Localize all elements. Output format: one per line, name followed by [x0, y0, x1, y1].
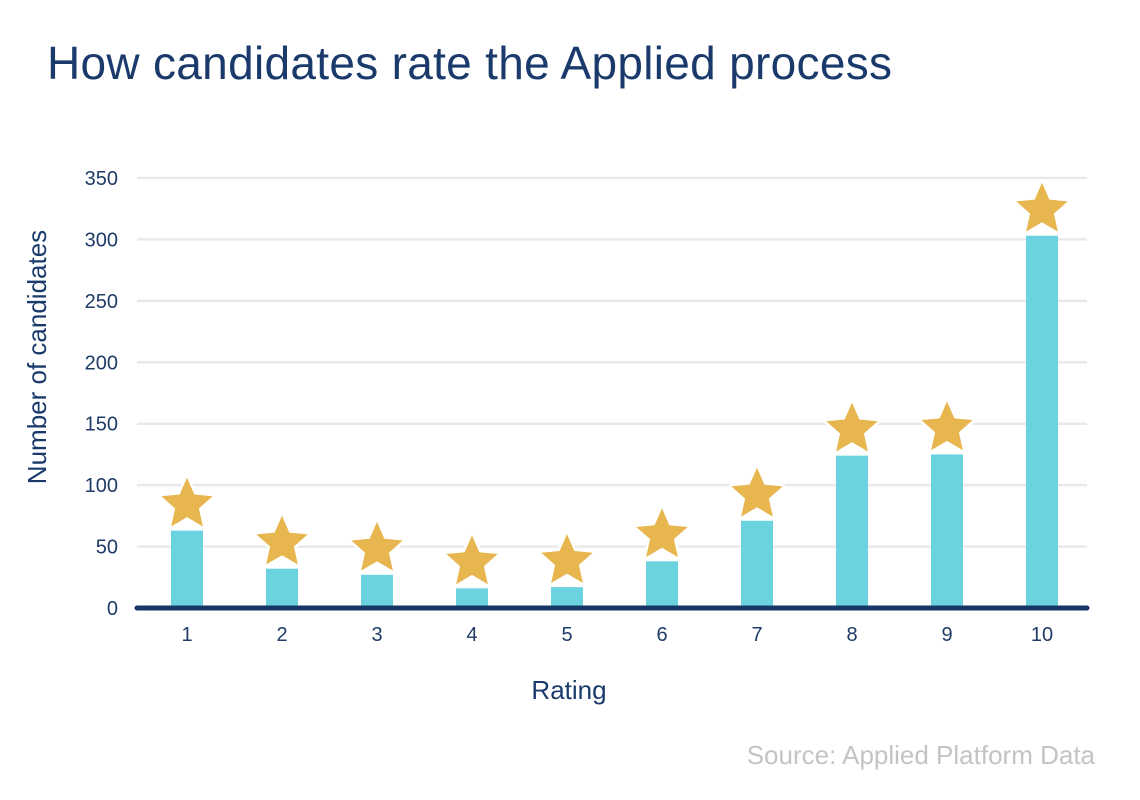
- star-icon: [633, 505, 691, 560]
- y-tick-label: 350: [85, 168, 118, 190]
- y-tick-labels: 0 50 100 150 200 250 300 350: [85, 168, 118, 620]
- x-tick-label: 8: [846, 624, 857, 646]
- bar: [266, 568, 298, 608]
- x-tick-label: 6: [656, 624, 667, 646]
- x-tick-label: 2: [276, 624, 287, 646]
- star-icon: [538, 531, 596, 586]
- x-tick-label: 4: [466, 624, 477, 646]
- bars: [158, 180, 1071, 608]
- bar: [646, 561, 678, 608]
- x-tick-label: 9: [941, 624, 952, 646]
- y-tick-label: 300: [85, 229, 118, 251]
- y-tick-label: 250: [85, 291, 118, 313]
- star-icon: [158, 475, 216, 529]
- y-axis-label: Number of candidates: [22, 230, 52, 484]
- star-icon: [823, 400, 881, 454]
- bar: [551, 587, 583, 608]
- bar: [456, 588, 488, 608]
- star-icon: [253, 513, 311, 568]
- bar: [931, 454, 963, 608]
- x-axis-label: Rating: [531, 675, 606, 705]
- y-tick-label: 200: [85, 352, 118, 374]
- y-tick-label: 150: [85, 414, 118, 436]
- bar: [361, 574, 393, 608]
- y-tick-label: 0: [107, 598, 118, 620]
- star-icon: [918, 398, 976, 453]
- y-tick-label: 100: [85, 475, 118, 497]
- x-tick-label: 7: [751, 624, 762, 646]
- x-tick-label: 3: [371, 624, 382, 646]
- star-icon: [443, 532, 501, 587]
- star-icon: [348, 519, 406, 574]
- x-tick-label: 1: [181, 624, 192, 646]
- star-icon: [728, 465, 786, 520]
- bar: [1026, 235, 1058, 608]
- chart-title: How candidates rate the Applied process: [47, 37, 893, 89]
- bar: [741, 520, 773, 608]
- bar: [171, 530, 203, 608]
- x-tick-label: 5: [561, 624, 572, 646]
- x-tick-label: 10: [1031, 624, 1053, 646]
- x-tick-labels: 1 2 3 4 5 6 7 8 9 10: [181, 624, 1053, 646]
- bar: [836, 455, 868, 608]
- y-tick-label: 50: [96, 537, 118, 559]
- source-note: Source: Applied Platform Data: [746, 740, 1095, 770]
- star-icon: [1013, 180, 1071, 235]
